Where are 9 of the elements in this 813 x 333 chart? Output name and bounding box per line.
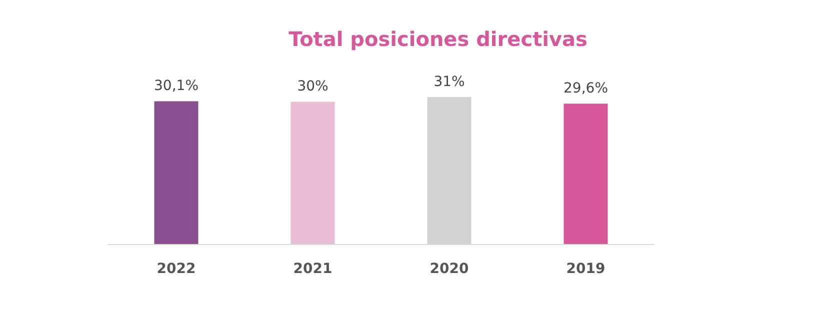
x-tick-label: 2021 (293, 261, 332, 277)
x-tick-label: 2022 (156, 261, 196, 277)
x-tick-label: 2020 (430, 261, 469, 277)
chart-title: Total posiciones directivas (288, 27, 588, 51)
x-tick-label: 2019 (566, 261, 606, 277)
data-label: 30,1% (154, 78, 198, 94)
data-label: 30% (297, 78, 328, 95)
data-label: 31% (434, 74, 465, 90)
data-label: 29,6% (564, 80, 608, 97)
